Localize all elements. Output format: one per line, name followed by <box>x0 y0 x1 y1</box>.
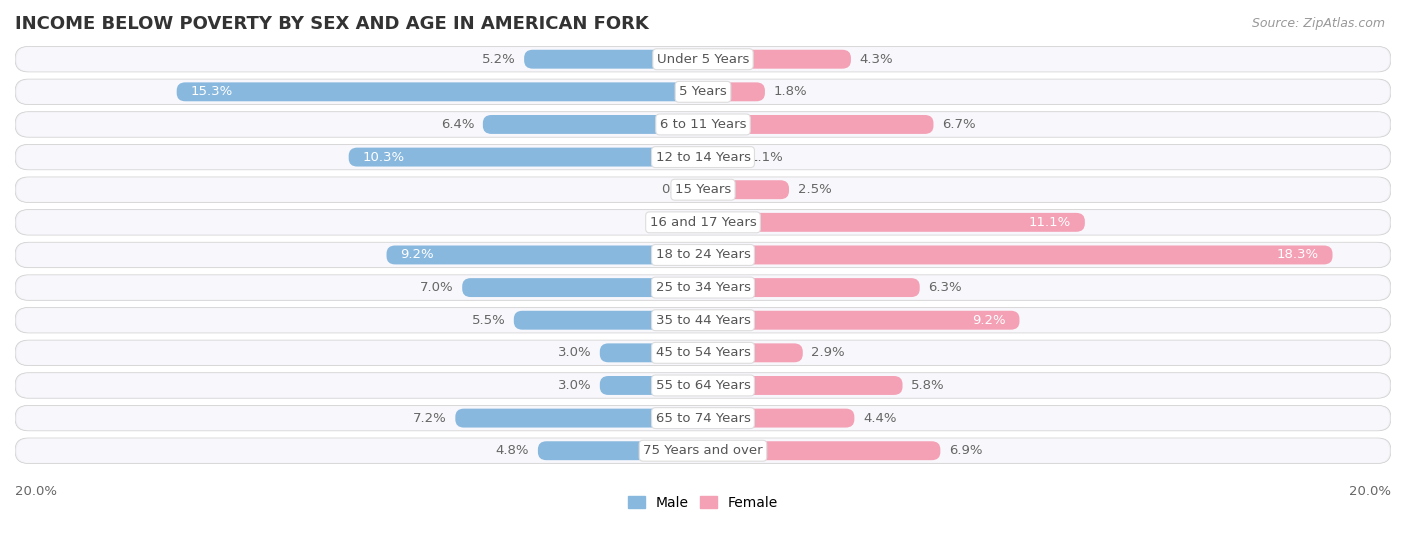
FancyBboxPatch shape <box>15 79 1391 105</box>
FancyBboxPatch shape <box>15 373 1391 398</box>
FancyBboxPatch shape <box>17 47 1389 72</box>
FancyBboxPatch shape <box>177 82 703 101</box>
FancyBboxPatch shape <box>703 245 1333 264</box>
Text: 9.2%: 9.2% <box>401 248 434 262</box>
Text: 6.7%: 6.7% <box>942 118 976 131</box>
Text: INCOME BELOW POVERTY BY SEX AND AGE IN AMERICAN FORK: INCOME BELOW POVERTY BY SEX AND AGE IN A… <box>15 15 648 33</box>
Text: 2.5%: 2.5% <box>797 183 831 196</box>
FancyBboxPatch shape <box>703 343 803 362</box>
Text: 7.2%: 7.2% <box>413 411 447 425</box>
FancyBboxPatch shape <box>600 343 703 362</box>
FancyBboxPatch shape <box>15 307 1391 333</box>
FancyBboxPatch shape <box>703 409 855 428</box>
FancyBboxPatch shape <box>15 177 1391 202</box>
Text: 10.3%: 10.3% <box>363 150 405 164</box>
Text: 20.0%: 20.0% <box>15 485 58 498</box>
Text: 0.0%: 0.0% <box>661 216 695 229</box>
Text: 25 to 34 Years: 25 to 34 Years <box>655 281 751 294</box>
Text: Source: ZipAtlas.com: Source: ZipAtlas.com <box>1251 17 1385 30</box>
Text: 20.0%: 20.0% <box>1348 485 1391 498</box>
Text: 6.3%: 6.3% <box>928 281 962 294</box>
FancyBboxPatch shape <box>703 376 903 395</box>
FancyBboxPatch shape <box>703 311 1019 330</box>
Text: Under 5 Years: Under 5 Years <box>657 53 749 66</box>
FancyBboxPatch shape <box>17 373 1389 397</box>
Text: 9.2%: 9.2% <box>972 314 1005 326</box>
FancyBboxPatch shape <box>17 210 1389 234</box>
Text: 3.0%: 3.0% <box>558 379 591 392</box>
FancyBboxPatch shape <box>693 180 703 199</box>
Text: 5.2%: 5.2% <box>482 53 516 66</box>
Text: 15 Years: 15 Years <box>675 183 731 196</box>
FancyBboxPatch shape <box>349 148 703 167</box>
FancyBboxPatch shape <box>703 213 1085 232</box>
FancyBboxPatch shape <box>17 439 1389 463</box>
Text: 75 Years and over: 75 Years and over <box>643 444 763 457</box>
Text: 6.9%: 6.9% <box>949 444 983 457</box>
FancyBboxPatch shape <box>15 340 1391 366</box>
FancyBboxPatch shape <box>15 112 1391 137</box>
Text: 7.0%: 7.0% <box>420 281 454 294</box>
FancyBboxPatch shape <box>15 438 1391 463</box>
Text: 18 to 24 Years: 18 to 24 Years <box>655 248 751 262</box>
Text: 35 to 44 Years: 35 to 44 Years <box>655 314 751 326</box>
Text: 12 to 14 Years: 12 to 14 Years <box>655 150 751 164</box>
Text: 1.8%: 1.8% <box>773 86 807 98</box>
FancyBboxPatch shape <box>387 245 703 264</box>
Text: 11.1%: 11.1% <box>1029 216 1071 229</box>
Text: 4.8%: 4.8% <box>496 444 529 457</box>
Text: 16 and 17 Years: 16 and 17 Years <box>650 216 756 229</box>
FancyBboxPatch shape <box>17 112 1389 136</box>
Text: 4.4%: 4.4% <box>863 411 897 425</box>
Text: 1.1%: 1.1% <box>749 150 783 164</box>
Text: 5 Years: 5 Years <box>679 86 727 98</box>
FancyBboxPatch shape <box>703 82 765 101</box>
FancyBboxPatch shape <box>703 115 934 134</box>
FancyBboxPatch shape <box>17 406 1389 430</box>
FancyBboxPatch shape <box>600 376 703 395</box>
FancyBboxPatch shape <box>17 341 1389 365</box>
Text: 45 to 54 Years: 45 to 54 Years <box>655 347 751 359</box>
FancyBboxPatch shape <box>15 144 1391 170</box>
FancyBboxPatch shape <box>17 308 1389 332</box>
Text: 55 to 64 Years: 55 to 64 Years <box>655 379 751 392</box>
Text: 6.4%: 6.4% <box>440 118 474 131</box>
Text: 5.8%: 5.8% <box>911 379 945 392</box>
Text: 0.0%: 0.0% <box>661 183 695 196</box>
FancyBboxPatch shape <box>482 115 703 134</box>
FancyBboxPatch shape <box>17 145 1389 169</box>
FancyBboxPatch shape <box>463 278 703 297</box>
FancyBboxPatch shape <box>703 180 789 199</box>
FancyBboxPatch shape <box>17 243 1389 267</box>
FancyBboxPatch shape <box>538 441 703 460</box>
FancyBboxPatch shape <box>17 178 1389 202</box>
Text: 18.3%: 18.3% <box>1277 248 1319 262</box>
FancyBboxPatch shape <box>703 441 941 460</box>
FancyBboxPatch shape <box>703 148 741 167</box>
FancyBboxPatch shape <box>15 210 1391 235</box>
FancyBboxPatch shape <box>15 46 1391 72</box>
Text: 3.0%: 3.0% <box>558 347 591 359</box>
Text: 5.5%: 5.5% <box>471 314 505 326</box>
FancyBboxPatch shape <box>15 405 1391 431</box>
FancyBboxPatch shape <box>693 213 703 232</box>
Text: 2.9%: 2.9% <box>811 347 845 359</box>
FancyBboxPatch shape <box>524 50 703 69</box>
Text: 4.3%: 4.3% <box>859 53 893 66</box>
FancyBboxPatch shape <box>456 409 703 428</box>
FancyBboxPatch shape <box>703 50 851 69</box>
Text: 15.3%: 15.3% <box>190 86 232 98</box>
FancyBboxPatch shape <box>17 276 1389 300</box>
Text: 6 to 11 Years: 6 to 11 Years <box>659 118 747 131</box>
FancyBboxPatch shape <box>15 275 1391 300</box>
Legend: Male, Female: Male, Female <box>623 490 783 515</box>
FancyBboxPatch shape <box>17 80 1389 104</box>
FancyBboxPatch shape <box>703 278 920 297</box>
FancyBboxPatch shape <box>15 242 1391 268</box>
FancyBboxPatch shape <box>513 311 703 330</box>
Text: 65 to 74 Years: 65 to 74 Years <box>655 411 751 425</box>
